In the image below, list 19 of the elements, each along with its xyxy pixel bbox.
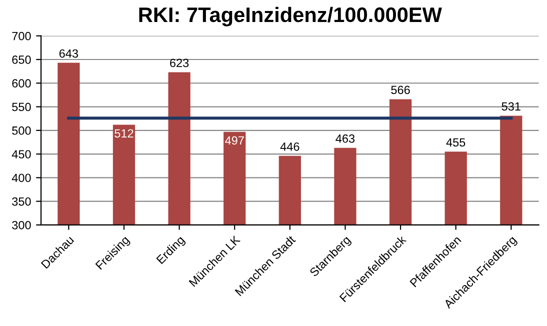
data-label: 643 <box>59 49 78 58</box>
y-tick-label: 600 <box>12 79 31 88</box>
data-label: 497 <box>225 136 244 145</box>
y-tick-label: 500 <box>12 126 31 135</box>
data-label: 446 <box>280 142 300 151</box>
y-tick-label: 650 <box>12 56 31 64</box>
y-tick-label: 400 <box>12 174 31 182</box>
y-tick-label: 550 <box>12 102 31 112</box>
y-tick-label: 350 <box>12 197 31 206</box>
data-label: 463 <box>336 134 355 143</box>
y-tick-label: 300 <box>12 220 31 230</box>
chart-title: RKI: 7TageInzidenz/100.000EW <box>139 6 442 26</box>
data-label: 455 <box>446 138 466 147</box>
data-label: 512 <box>114 129 134 138</box>
y-tick-label: 450 <box>12 150 31 158</box>
data-label: 566 <box>391 86 410 94</box>
data-label: 623 <box>170 58 189 68</box>
y-tick-label: 700 <box>12 32 31 40</box>
data-label: 531 <box>502 102 520 111</box>
